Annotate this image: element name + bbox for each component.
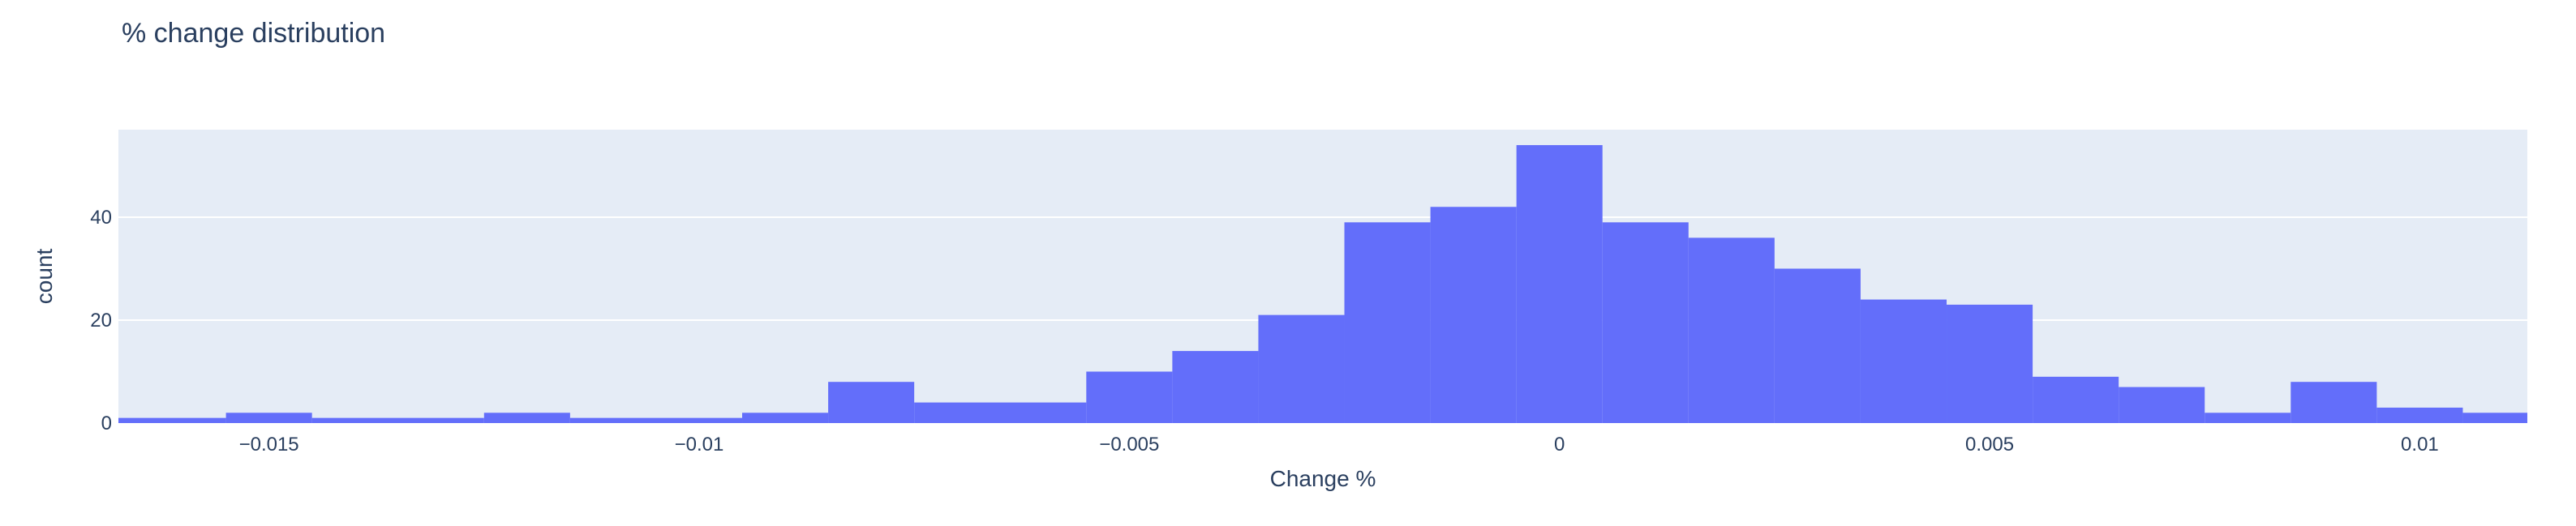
x-tick-label: 0.01	[2401, 434, 2439, 455]
histogram-bar	[2205, 413, 2291, 423]
histogram-bar	[2376, 407, 2463, 423]
x-axis-title: Change %	[1270, 466, 1376, 491]
x-tick-label: 0.005	[1965, 434, 2014, 455]
histogram-bar	[828, 382, 915, 423]
x-tick-label: 0	[1554, 434, 1565, 455]
y-tick-label: 0	[101, 413, 112, 434]
histogram-bar	[2290, 382, 2377, 423]
x-tick-label: −0.01	[675, 434, 724, 455]
histogram-bar	[118, 417, 226, 423]
histogram-bar	[1258, 314, 1345, 423]
y-tick-label: 20	[90, 310, 112, 331]
histogram-bar	[2033, 376, 2119, 423]
histogram-bar	[742, 413, 829, 423]
histogram-bar	[2119, 387, 2205, 423]
bars-group	[118, 145, 2527, 423]
histogram-bar	[1688, 237, 1775, 423]
histogram-bar	[1344, 222, 1431, 423]
histogram-bar	[1172, 351, 1259, 423]
histogram-bar	[1602, 222, 1689, 423]
histogram-bar	[483, 413, 570, 423]
y-axis-title: count	[32, 249, 57, 305]
histogram-bar	[1860, 299, 1947, 423]
histogram-bar	[1516, 145, 1603, 423]
y-tick-label: 40	[90, 207, 112, 229]
histogram-bar	[1430, 207, 1517, 423]
histogram-bar	[2462, 413, 2527, 423]
histogram-bar	[311, 417, 484, 423]
x-tick-label: −0.005	[1099, 434, 1159, 455]
histogram-bar	[225, 413, 312, 423]
x-tick-label: −0.015	[239, 434, 299, 455]
histogram-bar	[1774, 268, 1861, 423]
histogram-bar	[1086, 371, 1173, 423]
histogram-bar	[569, 417, 743, 423]
histogram-bar	[914, 402, 1087, 423]
chart-title: % change distribution	[122, 18, 386, 49]
histogram-bar	[1947, 304, 2033, 423]
